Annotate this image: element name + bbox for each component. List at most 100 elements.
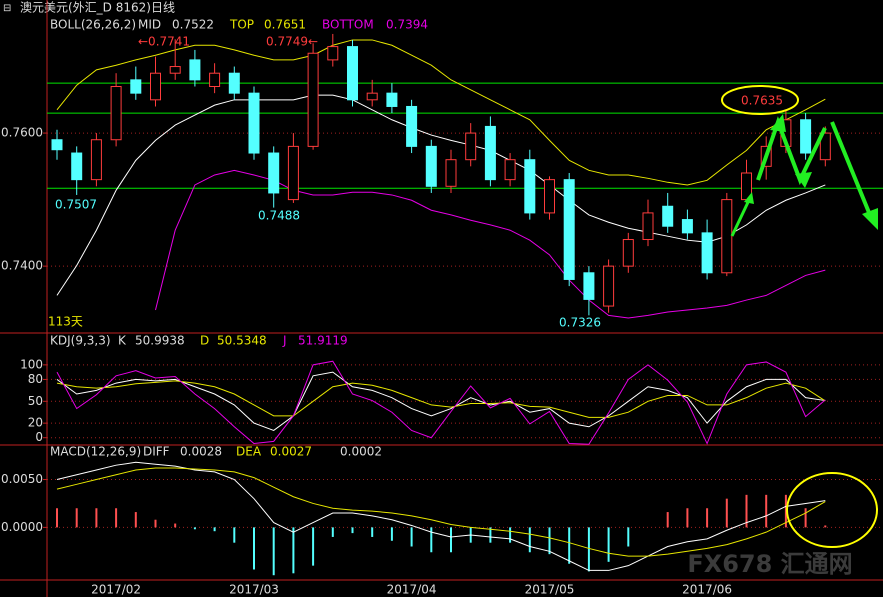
legend-value: 0.0002 [340,445,382,459]
candle-body [110,86,122,141]
legend-title: MACD(12,26,9) [50,445,141,459]
annotation: 0.7749← [266,35,318,49]
legend-name: DIFF [143,445,170,459]
legend-title: BOLL(26,26,2) [50,18,136,32]
highlight-ellipse [721,85,799,115]
y-tick-label: 0 [35,430,43,444]
legend-name: TOP [229,18,254,32]
y-tick-label: 0.0050 [1,472,43,486]
legend-name: BOTTOM [322,18,374,32]
candle-body [347,46,358,101]
series-line [56,371,826,431]
candle-body [71,152,83,181]
candle-body [287,145,299,201]
candle-body [642,212,654,241]
annotations: ←0.7741 0.7749← 0.7507 0.7488 0.7326 0.7… [48,35,783,330]
arrow [730,197,752,237]
y-tick-label: 0.7600 [1,126,43,140]
arrow [756,116,827,186]
menu-icon: ⊟ [3,3,11,14]
candle-body [228,72,240,94]
x-tick-label: 2017/04 [387,583,437,597]
arrow-head [862,208,878,230]
highlight-ellipse [786,472,878,548]
candle-body [504,159,516,181]
legend-name: DEA [236,445,262,459]
series-line [155,169,826,319]
candle-body [701,232,713,274]
x-tick-label: 2017/02 [91,583,141,597]
candle-body [819,132,831,161]
candle-body [406,105,418,147]
annotation: 0.7326 [559,316,601,330]
chart-title: 澳元美元(外汇_D 8162)日线 [20,1,175,15]
candle-body [465,132,477,161]
annotation: 0.7635 [741,94,783,108]
legend-value: 0.7522 [172,18,214,32]
arrow-head [795,172,812,188]
annotation: 113天 [48,315,83,329]
arrow [830,121,872,216]
x-tick-label: 2017/06 [682,583,732,597]
legend-value: 50.5348 [217,334,267,348]
y-tick-label: 20 [28,416,43,430]
candle-body [800,119,812,154]
annotation: ←0.7741 [138,35,190,49]
candle-body [622,239,634,267]
y-tick-label: 80 [28,372,43,386]
y-tick-label: 100 [20,357,43,371]
series-line [56,94,826,296]
candle-body [603,265,615,307]
candle-body [248,92,260,154]
legend-value: 51.9119 [298,334,348,348]
legend-name: D [200,334,209,348]
series-line [56,39,826,186]
x-tick-label: 2017/05 [525,583,575,597]
arrow-head [744,192,754,204]
candle-body [386,92,398,107]
legend-value: 50.9938 [135,334,185,348]
candle-body [721,199,733,274]
annotation: 0.7507 [55,198,97,212]
candle-body [150,72,161,101]
candle-body [130,79,142,94]
candle-body [327,46,339,61]
legend-name: J [282,334,287,348]
annotation: 0.7488 [258,209,300,223]
y-tick-label: 50 [28,394,43,408]
candle-body [366,92,378,101]
watermark: FX678 汇通网 [687,550,852,578]
y-tick-label: 0.0000 [1,520,43,534]
series-line [56,360,826,445]
legend-title: KDJ(9,3,3) [50,334,111,348]
y-tick-label: 0.7400 [1,259,43,273]
x-tick-label: 2017/03 [229,583,279,597]
candle-body [681,219,693,234]
candle-body [51,139,63,151]
arrow-head [770,114,786,132]
candle-body [189,59,201,81]
candle-body [662,205,674,227]
candle-body [209,72,221,88]
candle-body [445,159,457,187]
legend-value: 0.7651 [264,18,306,32]
legend-value: 0.7394 [386,18,428,32]
candle-body [307,52,319,147]
legend-name: MID [138,18,161,32]
legends: BOLL(26,26,2) MID 0.7522 TOP 0.7651 BOTT… [50,18,428,459]
plot: 0.7600 0.7400 2017/02 2017/03 2017/04 2017/05… [1,33,883,597]
candle-body [425,145,437,187]
candle-body [544,179,555,214]
legend-value: 0.0028 [180,445,222,459]
candle-body [524,159,536,214]
candle-body [583,272,595,300]
candle-body [563,179,575,280]
series-line [56,380,826,418]
candle-body [268,152,280,194]
legend-value: 0.0027 [270,445,312,459]
candle-body [90,139,102,181]
candle-body [169,66,181,74]
series-line [56,467,826,557]
